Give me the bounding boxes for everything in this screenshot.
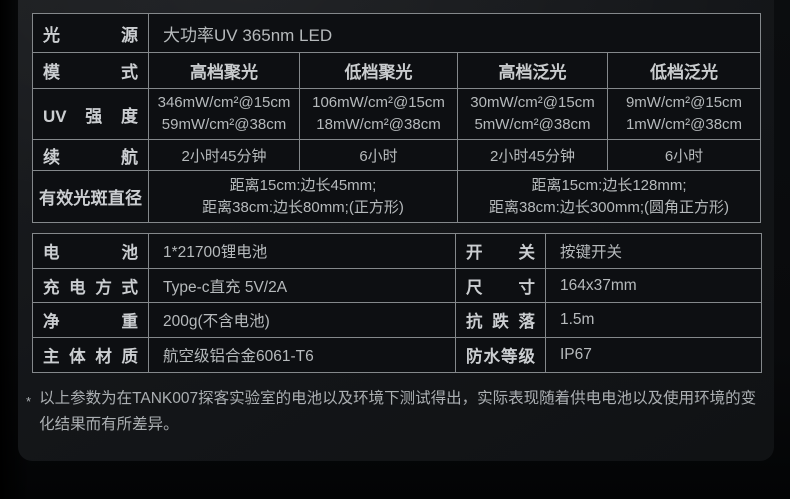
battery-value: 1*21700锂电池 xyxy=(148,233,456,269)
spot-value-line: 距离15cm:边长45mm; xyxy=(229,176,377,194)
switch-value: 按键开关 xyxy=(545,233,762,269)
runtime-low-flood: 6小时 xyxy=(607,139,761,171)
charging-label-text: 充电方式 xyxy=(43,278,138,297)
weight-label-text: 净重 xyxy=(43,313,138,331)
light-source-value: 大功率UV 365nm LED xyxy=(148,13,761,53)
row-uv-intensity: UV强度 346mW/cm²@15cm 59mW/cm²@38cm 106mW/… xyxy=(32,88,761,140)
uv-intensity-label-text: UV强度 xyxy=(43,106,138,126)
spec-table-top: 光源 大功率UV 365nm LED 模式 高档聚光 低档聚光 高档泛光 低档泛… xyxy=(32,13,761,223)
uv-value-line: 346mW/cm²@15cm xyxy=(157,94,291,111)
row-battery-switch: 电池 1*21700锂电池 开关 按键开关 xyxy=(32,233,762,269)
battery-label-text: 电池 xyxy=(43,244,138,262)
row-runtime: 续航 2小时45分钟 6小时 2小时45分钟 6小时 xyxy=(32,139,761,171)
spec-table-bottom: 电池 1*21700锂电池 开关 按键开关 充电方式 Type-c直充 5V/2… xyxy=(32,233,762,373)
uv-value-line: 30mW/cm²@15cm xyxy=(470,94,595,111)
battery-label: 电池 xyxy=(32,233,149,269)
mode-label: 模式 xyxy=(32,52,149,89)
material-label: 主体材质 xyxy=(32,337,149,373)
spot-value-line: 距离15cm:边长128mm; xyxy=(531,176,687,194)
spot-size-spot-modes: 距离15cm:边长45mm; 距离38cm:边长80mm;(正方形) xyxy=(148,170,458,223)
uv-intensity-high-spot: 346mW/cm²@15cm 59mW/cm²@38cm xyxy=(148,88,300,140)
row-spot-size: 有效光斑直径 距离15cm:边长45mm; 距离38cm:边长80mm;(正方形… xyxy=(32,170,761,223)
spot-value-line: 距离38cm:边长80mm;(正方形) xyxy=(202,198,404,216)
charging-label: 充电方式 xyxy=(32,268,149,303)
runtime-label-text: 续航 xyxy=(43,147,138,167)
waterproof-label: 防水等级 xyxy=(455,337,546,373)
mode-col-low-flood: 低档泛光 xyxy=(607,52,761,89)
waterproof-label-text: 防水等级 xyxy=(466,348,535,366)
uv-intensity-label: UV强度 xyxy=(32,88,149,140)
uv-value-line: 18mW/cm²@38cm xyxy=(316,116,441,133)
drop-resistance-value: 1.5m xyxy=(545,302,762,338)
drop-resistance-label: 抗跌落 xyxy=(455,302,546,338)
row-light-source: 光源 大功率UV 365nm LED xyxy=(32,13,761,53)
spot-size-flood-modes: 距离15cm:边长128mm; 距离38cm:边长300mm;(圆角正方形) xyxy=(457,170,761,223)
spot-size-label-text: 有效光斑直径 xyxy=(39,189,142,208)
row-weight-drop: 净重 200g(不含电池) 抗跌落 1.5m xyxy=(32,302,762,338)
spot-value-line: 距离38cm:边长300mm;(圆角正方形) xyxy=(488,198,730,216)
weight-label: 净重 xyxy=(32,302,149,338)
row-material-waterproof: 主体材质 航空级铝合金6061-T6 防水等级 IP67 xyxy=(32,337,762,373)
size-value: 164x37mm xyxy=(545,268,762,303)
material-label-text: 主体材质 xyxy=(43,348,138,366)
footnote: * 以上参数为在TANK007探客实验室的电池以及环境下测试得出，实际表现随着供… xyxy=(26,386,768,438)
light-source-label-text: 光源 xyxy=(43,25,138,45)
weight-value: 200g(不含电池) xyxy=(148,302,456,338)
uv-value-line: 1mW/cm²@38cm xyxy=(625,116,743,133)
uv-value-line: 9mW/cm²@15cm xyxy=(625,94,743,111)
uv-value-line: 5mW/cm²@38cm xyxy=(474,116,591,133)
runtime-low-spot: 6小时 xyxy=(299,139,458,171)
uv-value-line: 59mW/cm²@38cm xyxy=(161,116,287,133)
size-label: 尺寸 xyxy=(455,268,546,303)
switch-label: 开关 xyxy=(455,233,546,269)
light-source-label: 光源 xyxy=(32,13,149,53)
spot-size-label: 有效光斑直径 xyxy=(32,170,149,223)
charging-value: Type-c直充 5V/2A xyxy=(148,268,456,303)
mode-col-high-spot: 高档聚光 xyxy=(148,52,300,89)
waterproof-value: IP67 xyxy=(545,337,762,373)
mode-col-low-spot: 低档聚光 xyxy=(299,52,458,89)
runtime-high-flood: 2小时45分钟 xyxy=(457,139,608,171)
material-value: 航空级铝合金6061-T6 xyxy=(148,337,456,373)
row-mode: 模式 高档聚光 低档聚光 高档泛光 低档泛光 xyxy=(32,52,761,89)
uv-intensity-high-flood: 30mW/cm²@15cm 5mW/cm²@38cm xyxy=(457,88,608,140)
mode-col-high-flood: 高档泛光 xyxy=(457,52,608,89)
runtime-high-spot: 2小时45分钟 xyxy=(148,139,300,171)
uv-value-line: 106mW/cm²@15cm xyxy=(312,94,445,111)
runtime-label: 续航 xyxy=(32,139,149,171)
row-charging-size: 充电方式 Type-c直充 5V/2A 尺寸 164x37mm xyxy=(32,268,762,303)
mode-label-text: 模式 xyxy=(43,63,138,82)
uv-intensity-low-flood: 9mW/cm²@15cm 1mW/cm²@38cm xyxy=(607,88,761,140)
uv-intensity-low-spot: 106mW/cm²@15cm 18mW/cm²@38cm xyxy=(299,88,458,140)
switch-label-text: 开关 xyxy=(466,244,535,262)
size-label-text: 尺寸 xyxy=(466,278,535,297)
drop-resistance-label-text: 抗跌落 xyxy=(466,313,535,331)
footnote-asterisk: * xyxy=(26,394,32,409)
footnote-text: 以上参数为在TANK007探客实验室的电池以及环境下测试得出，实际表现随着供电电… xyxy=(39,390,757,433)
